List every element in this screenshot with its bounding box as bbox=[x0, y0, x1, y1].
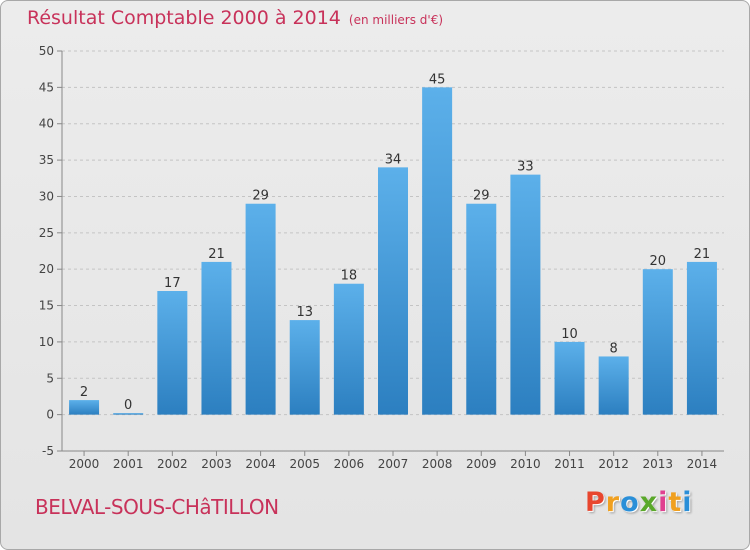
data-label-2003: 21 bbox=[208, 247, 225, 262]
data-label-2013: 20 bbox=[650, 254, 667, 269]
data-label-2005: 13 bbox=[296, 305, 313, 320]
bar-2007 bbox=[378, 167, 408, 415]
data-label-2006: 18 bbox=[341, 269, 358, 284]
proxiti-logo[interactable]: Proxiti bbox=[585, 487, 693, 518]
data-label-2004: 29 bbox=[252, 189, 269, 204]
x-tick-label-2008: 2008 bbox=[422, 457, 453, 471]
logo-letter: P bbox=[585, 487, 606, 518]
chart-subtitle: (en milliers d'€) bbox=[348, 13, 444, 27]
y-tick-label: 15 bbox=[39, 299, 54, 313]
x-tick-label-2011: 2011 bbox=[554, 457, 585, 471]
y-tick-label: 40 bbox=[39, 117, 54, 131]
x-tick-label-2007: 2007 bbox=[378, 457, 409, 471]
x-tick-label-2000: 2000 bbox=[69, 457, 100, 471]
bar-2014 bbox=[686, 261, 717, 415]
data-label-2008: 45 bbox=[429, 72, 446, 87]
bar-2006 bbox=[333, 283, 364, 415]
bar-2013 bbox=[642, 269, 673, 415]
bar-2004 bbox=[245, 203, 276, 415]
data-label-2000: 2 bbox=[80, 385, 88, 400]
data-label-2002: 17 bbox=[164, 276, 181, 291]
bar-2010 bbox=[510, 174, 541, 415]
bar-2002 bbox=[157, 291, 188, 415]
data-label-2010: 33 bbox=[517, 160, 534, 175]
x-tick-label-2005: 2005 bbox=[289, 457, 320, 471]
data-label-2001: 0 bbox=[124, 398, 132, 413]
logo-letter: i bbox=[682, 487, 693, 518]
y-tick-label: 0 bbox=[46, 408, 54, 422]
y-tick-label: 50 bbox=[39, 44, 54, 58]
x-tick-label-2013: 2013 bbox=[643, 457, 674, 471]
y-tick-label: 5 bbox=[46, 371, 54, 385]
x-tick-label-2006: 2006 bbox=[334, 457, 365, 471]
y-axis-ticks: -5 0 5 10 15 20 25 30 35 40 45 50 bbox=[39, 44, 62, 458]
logo-letter: t bbox=[668, 487, 683, 518]
x-tick-label-2001: 2001 bbox=[113, 457, 144, 471]
logo-letter: i bbox=[658, 487, 669, 518]
y-tick-label: 45 bbox=[39, 80, 54, 94]
bar-2001 bbox=[113, 413, 144, 415]
y-tick-label: 30 bbox=[39, 189, 54, 203]
bar-2005 bbox=[289, 320, 320, 415]
chart-title: Résultat Comptable 2000 à 2014 (en millie… bbox=[27, 7, 443, 29]
chart-title-text: Résultat Comptable 2000 à 2014 bbox=[27, 7, 341, 29]
bar-2009 bbox=[466, 203, 497, 415]
logo-letter: o bbox=[620, 487, 640, 518]
place-name: BELVAL-SOUS-CHâTILLON bbox=[35, 495, 279, 519]
x-tick-label-2010: 2010 bbox=[510, 457, 541, 471]
bar-2012 bbox=[598, 356, 629, 415]
data-label-2007: 34 bbox=[385, 152, 402, 167]
x-tick-label-2014: 2014 bbox=[687, 457, 718, 471]
logo-letter: x bbox=[639, 487, 659, 518]
data-label-2012: 8 bbox=[610, 341, 618, 356]
x-tick-label-2002: 2002 bbox=[157, 457, 188, 471]
bar-2008 bbox=[422, 87, 453, 415]
data-label-2009: 29 bbox=[473, 189, 490, 204]
x-tick-label-2012: 2012 bbox=[598, 457, 629, 471]
x-tick-label-2004: 2004 bbox=[245, 457, 276, 471]
bar-2011 bbox=[554, 341, 585, 415]
data-label-2011: 10 bbox=[561, 327, 578, 342]
bar-2003 bbox=[201, 261, 232, 415]
bars bbox=[69, 87, 717, 415]
y-tick-label: 10 bbox=[39, 335, 54, 349]
y-tick-label: 35 bbox=[39, 153, 54, 167]
bar-2000 bbox=[69, 400, 100, 415]
y-tick-label: 20 bbox=[39, 262, 54, 276]
data-label-2014: 21 bbox=[694, 247, 711, 262]
y-tick-label: 25 bbox=[39, 226, 54, 240]
y-tick-label: -5 bbox=[42, 444, 54, 458]
logo-letter: r bbox=[605, 487, 621, 518]
x-tick-label-2009: 2009 bbox=[466, 457, 497, 471]
x-tick-label-2003: 2003 bbox=[201, 457, 232, 471]
x-axis-ticks: 2000 2001 2002 2003 2004 2005 2006 2007 2008 2009… bbox=[69, 451, 717, 471]
